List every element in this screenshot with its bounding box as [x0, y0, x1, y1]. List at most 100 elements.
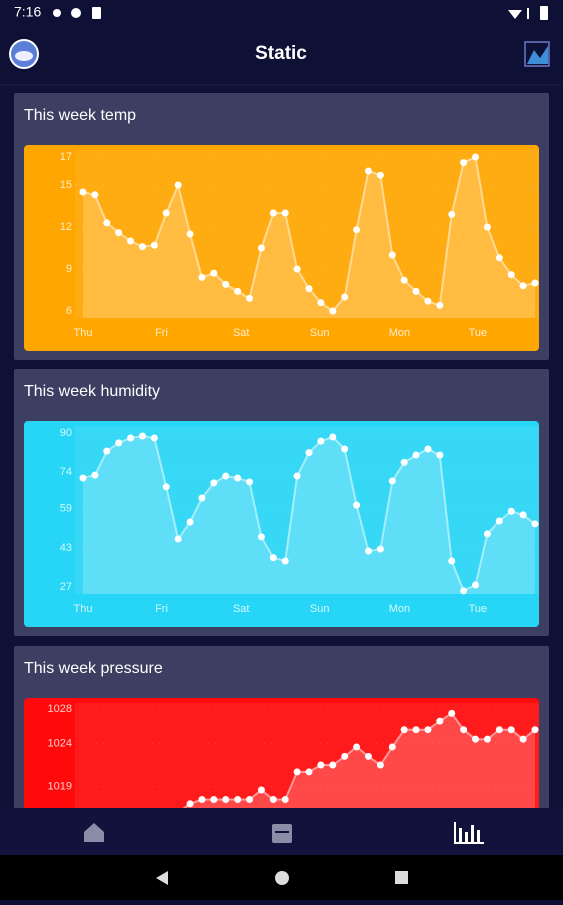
- card-title: This week humidity: [24, 383, 160, 400]
- point: [353, 501, 361, 509]
- status-time: 7:16: [14, 4, 41, 20]
- nav-home[interactable]: [84, 823, 104, 842]
- point: [281, 557, 289, 565]
- point: [234, 474, 242, 482]
- line-area: [83, 157, 535, 318]
- point: [79, 188, 87, 196]
- point: [269, 209, 277, 217]
- nav-recents[interactable]: [395, 871, 408, 884]
- x-tick-label: Mon: [389, 327, 410, 339]
- point: [341, 293, 349, 301]
- point: [388, 477, 396, 485]
- x-tick-label: Fri: [155, 603, 168, 615]
- point: [210, 795, 218, 803]
- point: [162, 483, 170, 491]
- point: [186, 230, 194, 238]
- point: [412, 451, 420, 459]
- point: [400, 458, 408, 466]
- y-tick-label: 59: [60, 503, 72, 515]
- point: [103, 219, 111, 227]
- point: [460, 159, 468, 167]
- y-tick-label: 15: [60, 179, 72, 191]
- point: [472, 581, 480, 589]
- point: [257, 786, 265, 794]
- point: [353, 226, 361, 234]
- y-tick-label: 27: [60, 581, 72, 593]
- chart-icon[interactable]: [524, 41, 550, 67]
- point: [329, 761, 337, 769]
- point: [222, 795, 230, 803]
- point: [127, 434, 135, 442]
- y-tick-label: 1024: [48, 737, 72, 749]
- nav-home-button[interactable]: [275, 871, 289, 885]
- point: [412, 287, 420, 295]
- point: [364, 167, 372, 175]
- x-tick-label: Tue: [469, 327, 488, 339]
- point: [281, 795, 289, 803]
- point: [507, 507, 515, 515]
- point: [293, 265, 301, 273]
- point: [353, 743, 361, 751]
- point: [376, 761, 384, 769]
- point: [436, 451, 444, 459]
- point: [424, 726, 432, 734]
- point: [305, 285, 313, 293]
- point: [472, 735, 480, 743]
- point: [519, 735, 527, 743]
- point: [400, 276, 408, 284]
- y-tick-label: 1028: [48, 703, 72, 715]
- point: [222, 280, 230, 288]
- y-tick-label: 1019: [48, 780, 72, 792]
- point: [388, 743, 396, 751]
- app-icon[interactable]: [9, 39, 39, 69]
- point: [281, 209, 289, 217]
- point: [115, 229, 123, 237]
- point: [257, 244, 265, 252]
- card-title: This week temp: [24, 107, 136, 124]
- point: [317, 761, 325, 769]
- nav-stats[interactable]: [454, 822, 484, 844]
- x-tick-label: Mon: [389, 603, 410, 615]
- point: [234, 795, 242, 803]
- point: [198, 273, 206, 281]
- point: [198, 494, 206, 502]
- point: [317, 299, 325, 307]
- y-tick-label: 12: [60, 221, 72, 233]
- x-tick-label: Sat: [233, 603, 250, 615]
- y-tick-label: 9: [66, 263, 72, 275]
- point: [246, 294, 254, 302]
- nav-calendar[interactable]: [272, 824, 292, 843]
- point: [376, 545, 384, 553]
- x-tick-label: Sat: [233, 327, 250, 339]
- point: [186, 518, 194, 526]
- point: [162, 209, 170, 217]
- point: [519, 511, 527, 519]
- point: [127, 237, 135, 245]
- point: [424, 297, 432, 305]
- line-area: [184, 713, 535, 808]
- y-tick-label: 17: [60, 151, 72, 163]
- point: [174, 181, 182, 189]
- nav-back[interactable]: [156, 871, 168, 885]
- point: [317, 437, 325, 445]
- point: [364, 752, 372, 760]
- point: [305, 768, 313, 776]
- point: [174, 535, 182, 543]
- point: [246, 478, 254, 486]
- point: [448, 210, 456, 218]
- point: [472, 153, 480, 161]
- point: [91, 471, 99, 479]
- point: [341, 752, 349, 760]
- point: [436, 301, 444, 309]
- y-tick-label: 6: [66, 305, 72, 317]
- content: This week temp 6 9 12 15 17 Thu Fri Sat Sun Mon Tue…: [14, 93, 549, 808]
- point: [269, 554, 277, 562]
- point: [103, 447, 111, 455]
- plot-area: [75, 703, 539, 808]
- x-tick-label: Thu: [74, 603, 93, 615]
- point: [138, 432, 146, 440]
- line-area: [83, 436, 535, 594]
- point: [210, 479, 218, 487]
- point: [495, 254, 503, 262]
